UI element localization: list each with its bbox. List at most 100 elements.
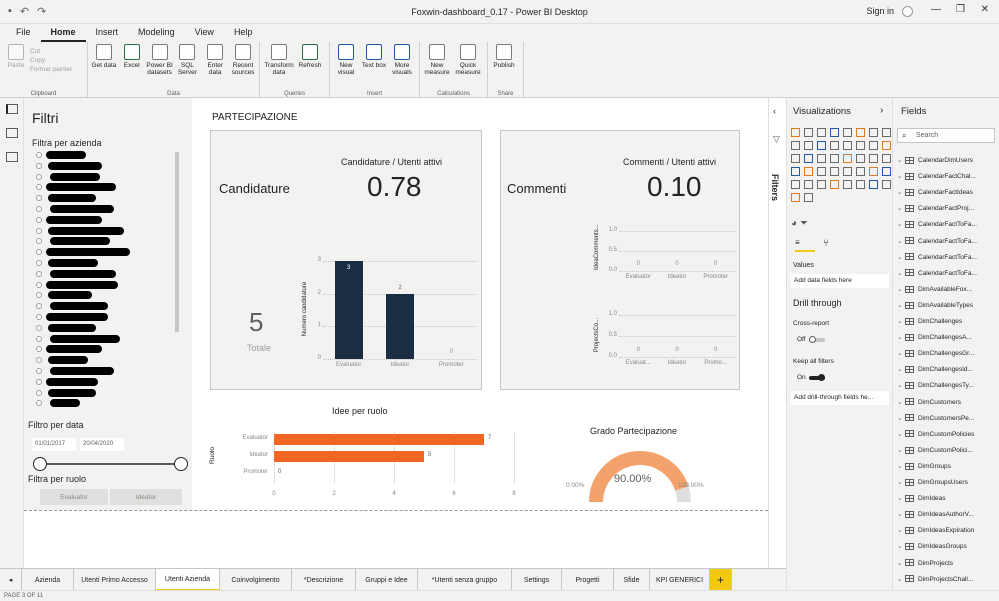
page-tab[interactable]: Settings [512, 569, 562, 591]
azienda-option-radio[interactable] [36, 346, 42, 353]
visual-type-icon[interactable] [791, 154, 800, 163]
expand-chevron-icon[interactable]: ⌄ [897, 414, 903, 422]
azienda-option-radio[interactable] [36, 152, 42, 158]
visual-type-icon[interactable] [843, 128, 852, 137]
expand-chevron-icon[interactable]: ⌄ [897, 221, 903, 229]
visual-type-icon[interactable] [817, 180, 826, 189]
azienda-option-radio[interactable] [36, 378, 42, 385]
menu-insert[interactable]: Insert [95, 27, 119, 37]
field-table-item[interactable]: ⌄ DimGroups [897, 462, 951, 470]
date-slider-start-handle[interactable] [33, 457, 47, 471]
visual-type-icon[interactable] [791, 180, 800, 189]
azienda-option-radio[interactable] [36, 184, 42, 191]
visual-type-icon[interactable] [882, 154, 891, 163]
azienda-option-radio[interactable] [36, 195, 42, 202]
visual-type-icon[interactable] [830, 154, 839, 163]
visual-type-icon[interactable] [843, 141, 852, 150]
format-paint-roller-icon[interactable]: ⑂ [823, 238, 829, 249]
azienda-option-radio[interactable] [36, 357, 42, 364]
tabs-scroll-left-icon[interactable]: ◂ [0, 569, 22, 591]
expand-chevron-icon[interactable]: ⌄ [897, 430, 903, 438]
keep-filters-toggle[interactable] [809, 374, 825, 381]
field-table-item[interactable]: ⌄ DimCustomPolicies [897, 430, 974, 438]
visual-type-icon[interactable] [791, 167, 800, 176]
expand-chevron-icon[interactable]: ⌄ [897, 559, 903, 567]
data-view-icon[interactable] [6, 128, 18, 138]
field-table-item[interactable]: ⌄ CalendarFactChal... [897, 172, 976, 180]
page-tab[interactable]: Sfide [614, 569, 650, 591]
expand-chevron-icon[interactable]: ⌄ [897, 269, 903, 277]
field-table-item[interactable]: ⌄ DimIdeasExpiration [897, 526, 974, 534]
expand-chevron-icon[interactable]: ⌄ [897, 189, 903, 197]
visual-type-icon[interactable] [869, 154, 878, 163]
visual-type-icon[interactable] [856, 128, 865, 137]
expand-chevron-icon[interactable]: ⌄ [897, 575, 903, 583]
visual-type-icon[interactable] [869, 180, 878, 189]
azienda-option-radio[interactable] [36, 368, 42, 374]
azienda-option-radio[interactable] [36, 314, 42, 320]
expand-chevron-icon[interactable]: ⌄ [897, 495, 903, 503]
visual-type-icon[interactable] [804, 141, 813, 150]
redo-icon[interactable]: ↷ [37, 6, 47, 18]
visual-type-icon[interactable] [804, 180, 813, 189]
visual-type-icon[interactable] [882, 141, 891, 150]
visual-type-icon[interactable] [843, 154, 852, 163]
format-painter-button[interactable]: Format painter [30, 66, 73, 73]
azienda-option-radio[interactable] [36, 260, 42, 266]
undo-icon[interactable]: ↶ [19, 6, 30, 18]
page-tab[interactable]: *Descrizione [292, 569, 356, 591]
visual-type-icon[interactable] [804, 154, 813, 163]
new-measure-button[interactable]: New measure [422, 44, 452, 98]
text-box-button[interactable]: Text box [360, 44, 388, 98]
expand-chevron-icon[interactable]: ⌄ [897, 382, 903, 390]
fields-search-box[interactable]: ⌕ Search [897, 128, 995, 143]
azienda-option-radio[interactable] [36, 400, 42, 407]
visual-type-icon[interactable] [843, 167, 852, 176]
field-table-item[interactable]: ⌄ CalendarDimUsers [897, 156, 973, 164]
viz-expand-chevron-icon[interactable]: › [880, 105, 884, 116]
expand-chevron-icon[interactable]: ⌄ [897, 543, 903, 551]
ruolo-evaluator-button[interactable]: Evaluator [40, 489, 108, 505]
azienda-option-radio[interactable] [36, 270, 42, 277]
azienda-option-radio[interactable] [36, 206, 42, 212]
filters-pane-collapsed[interactable]: ‹ ▽ Filters [768, 98, 786, 590]
menu-home[interactable]: Home [40, 24, 86, 42]
expand-chevron-icon[interactable]: ⌄ [897, 318, 903, 325]
field-table-item[interactable]: ⌄ DimAvailableTypes [897, 301, 973, 309]
field-table-item[interactable]: ⌄ DimCustomers [897, 398, 961, 406]
expand-chevron-icon[interactable]: ⌄ [897, 285, 903, 293]
field-table-item[interactable]: ⌄ DimIdeas [897, 494, 945, 502]
visual-type-icon[interactable] [817, 154, 826, 163]
field-table-item[interactable]: ⌄ DimCustomersPe... [897, 414, 974, 422]
expand-chevron-icon[interactable]: ⌄ [897, 173, 903, 181]
candidature-bar-chart[interactable]: Numero candidature 0 1 2 3 3 Evaluator 2 Ideator… [301, 251, 481, 381]
visual-type-icon[interactable] [856, 141, 865, 150]
date-to-input[interactable]: 20/04/2020 [80, 438, 124, 451]
enter-data-button[interactable]: Enter data [201, 44, 229, 98]
field-table-item[interactable]: ⌄ DimProjectsChall... [897, 575, 973, 583]
menu-help[interactable]: Help [233, 27, 253, 37]
azienda-option-radio[interactable] [36, 389, 42, 396]
visual-type-icon[interactable] [817, 128, 826, 137]
azienda-slicer-list[interactable] [34, 151, 174, 412]
azienda-option-radio[interactable] [36, 238, 42, 245]
account-icon[interactable] [902, 6, 913, 17]
page-tab[interactable]: Coinvolgimento [220, 569, 292, 591]
visual-type-icon[interactable] [830, 141, 839, 150]
search-input[interactable]: Search [916, 132, 939, 139]
visual-type-icon[interactable] [882, 167, 891, 176]
azienda-scrollbar[interactable] [175, 152, 179, 332]
visual-type-icon[interactable] [882, 128, 891, 137]
page-tab[interactable]: Progetti [562, 569, 614, 591]
field-table-item[interactable]: ⌄ CalendarFactIdeas [897, 188, 973, 196]
azienda-option-radio[interactable] [36, 324, 42, 331]
field-table-item[interactable]: ⌄ DimGroupsUsers [897, 478, 968, 486]
visual-type-icon[interactable] [830, 167, 839, 176]
page-tab[interactable]: *Utenti senza gruppo [418, 569, 512, 591]
add-page-button[interactable]: + [710, 569, 732, 591]
menu-view[interactable]: View [194, 27, 214, 37]
sql-server-button[interactable]: SQL Server [173, 44, 201, 98]
visual-type-icon[interactable] [791, 141, 800, 150]
expand-chevron-icon[interactable]: ⌄ [897, 479, 903, 486]
azienda-option-radio[interactable] [36, 162, 42, 169]
